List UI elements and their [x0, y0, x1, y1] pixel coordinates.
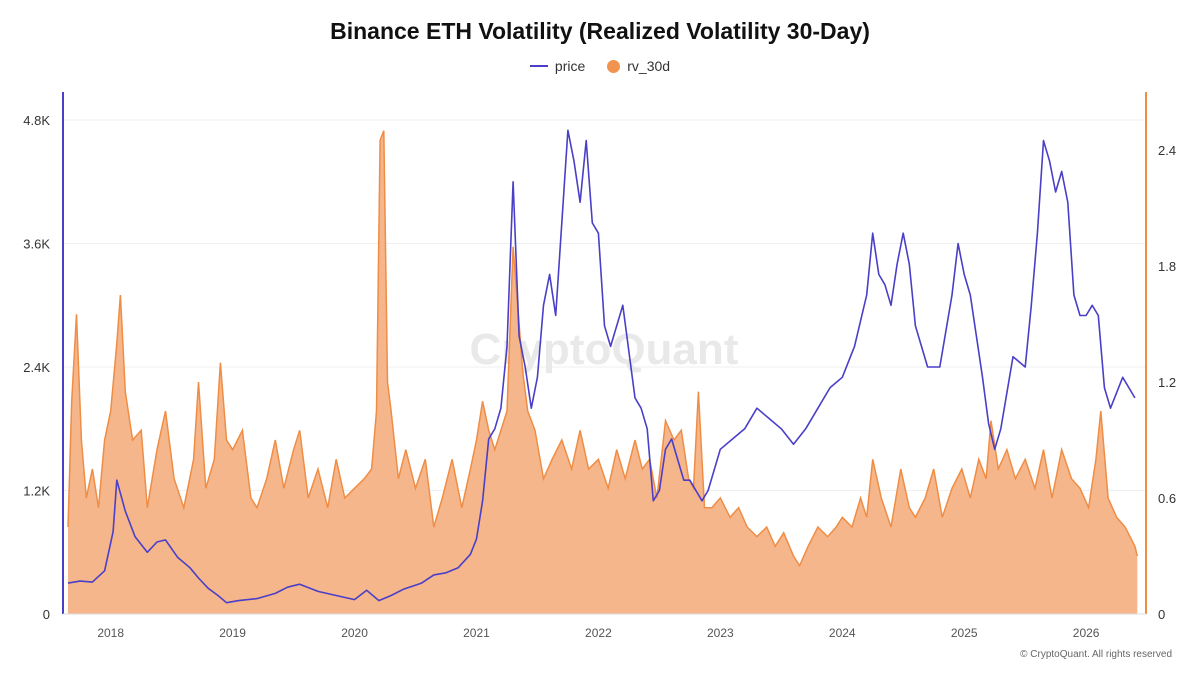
price-series — [67, 129, 1136, 604]
x-tick-label: 2023 — [707, 626, 734, 640]
chart-title: Binance ETH Volatility (Realized Volatil… — [330, 18, 870, 44]
y-right-tick-label: 0.6 — [1158, 491, 1176, 506]
legend-label-rv: rv_30d — [627, 58, 671, 74]
y-left-tick-label: 2.4K — [23, 360, 50, 375]
price-line — [67, 129, 1136, 604]
x-tick-label: 2024 — [829, 626, 856, 640]
x-tick-label: 2022 — [585, 626, 612, 640]
y-right-tick-label: 1.2 — [1158, 375, 1176, 390]
x-tick-label: 2026 — [1073, 626, 1100, 640]
y-left-tick-label: 4.8K — [23, 113, 50, 128]
y-right-tick-label: 2.4 — [1158, 143, 1176, 158]
y-right-tick-label: 0 — [1158, 607, 1165, 622]
x-tick-label: 2020 — [341, 626, 368, 640]
copyright-notice: © CryptoQuant. All rights reserved — [1020, 649, 1172, 660]
legend-item-rv[interactable]: rv_30d — [607, 58, 670, 74]
legend-item-price[interactable]: price — [529, 58, 586, 74]
y-right-tick-label: 1.8 — [1158, 259, 1176, 274]
rv-line — [67, 130, 1139, 568]
y-left-tick-label: 1.2K — [23, 484, 50, 499]
x-tick-label: 2021 — [463, 626, 490, 640]
legend-label-price: price — [554, 58, 586, 74]
y-left-tick-label: 3.6K — [23, 237, 50, 252]
legend-dot-icon — [607, 59, 621, 73]
axes: 0 1.2K 2.4K 3.6K 4.8K 0 0.6 1.2 1.8 2.4 2018 2019 20… — [23, 92, 1176, 640]
x-tick-label: 2019 — [219, 626, 246, 640]
x-tick-label: 2025 — [951, 626, 978, 640]
y-left-tick-label: 0 — [43, 607, 50, 622]
rv-series — [67, 130, 1139, 614]
legend-line-icon — [529, 65, 548, 67]
rv-area — [68, 130, 1138, 614]
chart-legend: price rv_30d — [0, 58, 1200, 74]
x-tick-label: 2018 — [97, 626, 124, 640]
